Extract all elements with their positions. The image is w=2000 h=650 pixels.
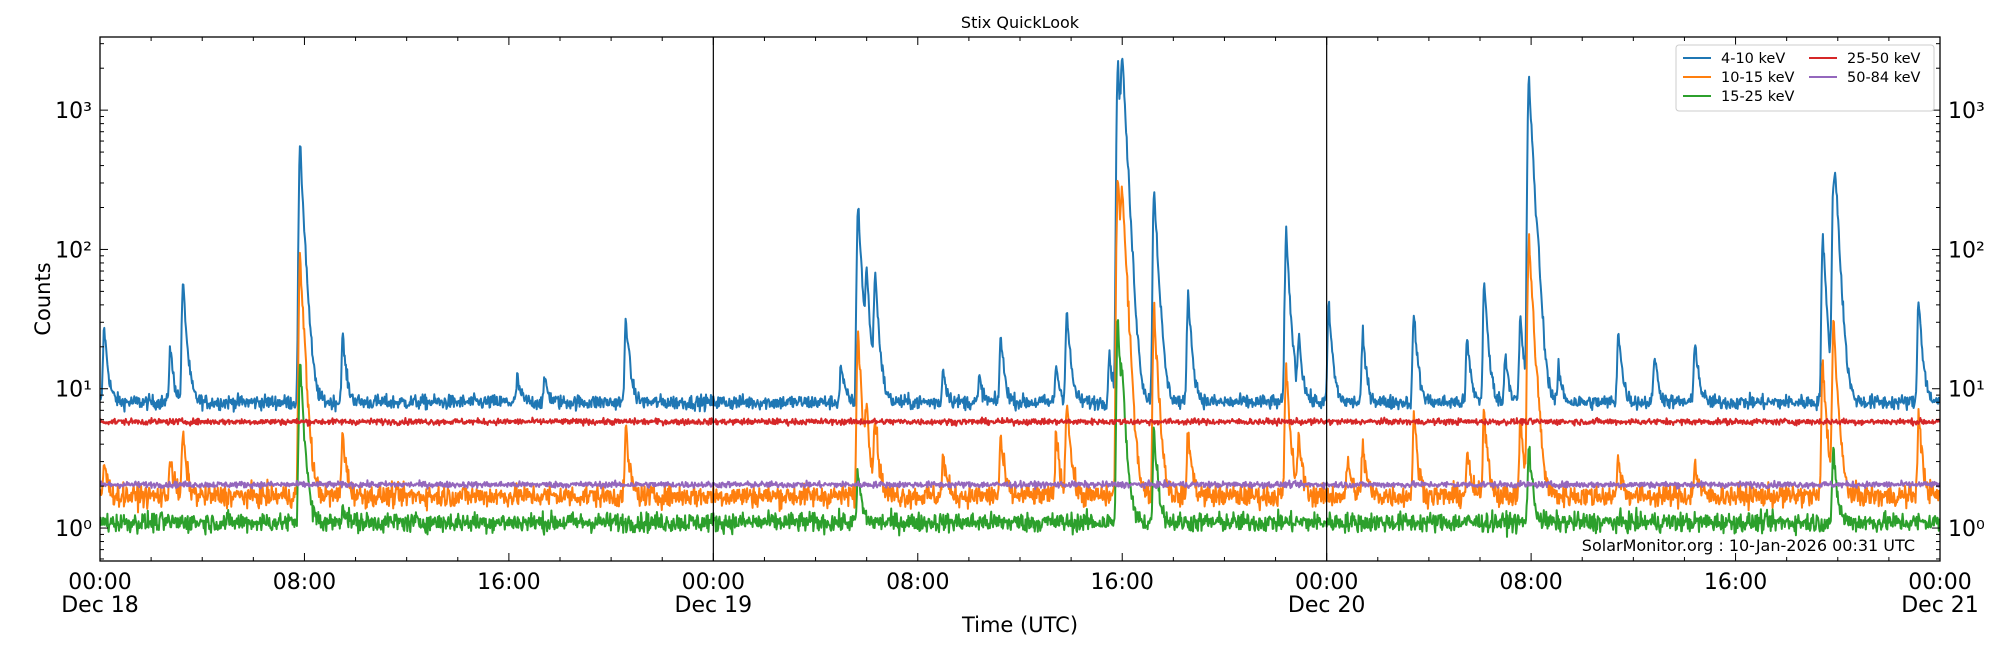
series-layer: [100, 57, 1940, 538]
x-tick-label: 08:00: [886, 570, 949, 595]
series-line-25-50-keV: [100, 416, 1940, 427]
y-axis-label: Counts: [31, 262, 55, 335]
legend-label: 50-84 keV: [1847, 70, 1921, 86]
x-axis-label: Time (UTC): [961, 613, 1078, 637]
x-tick-label: 08:00: [273, 570, 336, 595]
series-line-4-10-keV: [100, 57, 1940, 413]
y-tick-label-left: 10⁰: [55, 517, 92, 542]
y-tick-label-right: 10³: [1948, 99, 1985, 124]
series-line-50-84-keV: [100, 479, 1940, 491]
x-tick-sublabel: Dec 19: [675, 593, 753, 618]
plot-frame: [99, 36, 1941, 562]
legend-label: 25-50 keV: [1847, 51, 1921, 67]
legend-label: 4-10 keV: [1721, 51, 1785, 67]
y-tick-label-right: 10²: [1948, 238, 1985, 263]
series-line-10-15-keV: [100, 179, 1940, 514]
x-tick-label: 00:00: [68, 570, 131, 595]
y-tick-label-right: 10¹: [1948, 378, 1985, 403]
x-tick-label: 00:00: [682, 570, 745, 595]
series-line-15-25-keV: [100, 319, 1940, 538]
chart-title: Stix QuickLook: [961, 13, 1080, 32]
day-boundaries: [712, 37, 1328, 561]
x-tick-label: 00:00: [1908, 570, 1971, 595]
x-tick-label: 16:00: [477, 570, 540, 595]
x-tick-label: 16:00: [1091, 570, 1154, 595]
y-tick-label-left: 10¹: [55, 378, 92, 403]
x-tick-sublabel: Dec 21: [1901, 593, 1979, 618]
legend: 4-10 keV 10-15 keV 15-25 keV 25-50 keV 50-84…: [1675, 44, 1935, 112]
y-tick-label-left: 10²: [55, 238, 92, 263]
y-tick-label-left: 10³: [55, 99, 92, 124]
x-tick-label: 08:00: [1499, 570, 1562, 595]
legend-label: 15-25 keV: [1721, 89, 1795, 105]
y-tick-label-right: 10⁰: [1948, 517, 1985, 542]
legend-label: 10-15 keV: [1721, 70, 1795, 86]
legend-box: [1675, 44, 1935, 112]
x-tick-label: 16:00: [1704, 570, 1767, 595]
x-tick-sublabel: Dec 18: [61, 593, 139, 618]
x-tick-label: 00:00: [1295, 570, 1358, 595]
x-tick-sublabel: Dec 20: [1288, 593, 1366, 618]
annotation-source: SolarMonitor.org : 10-Jan-2026 00:31 UTC: [1582, 536, 1915, 555]
